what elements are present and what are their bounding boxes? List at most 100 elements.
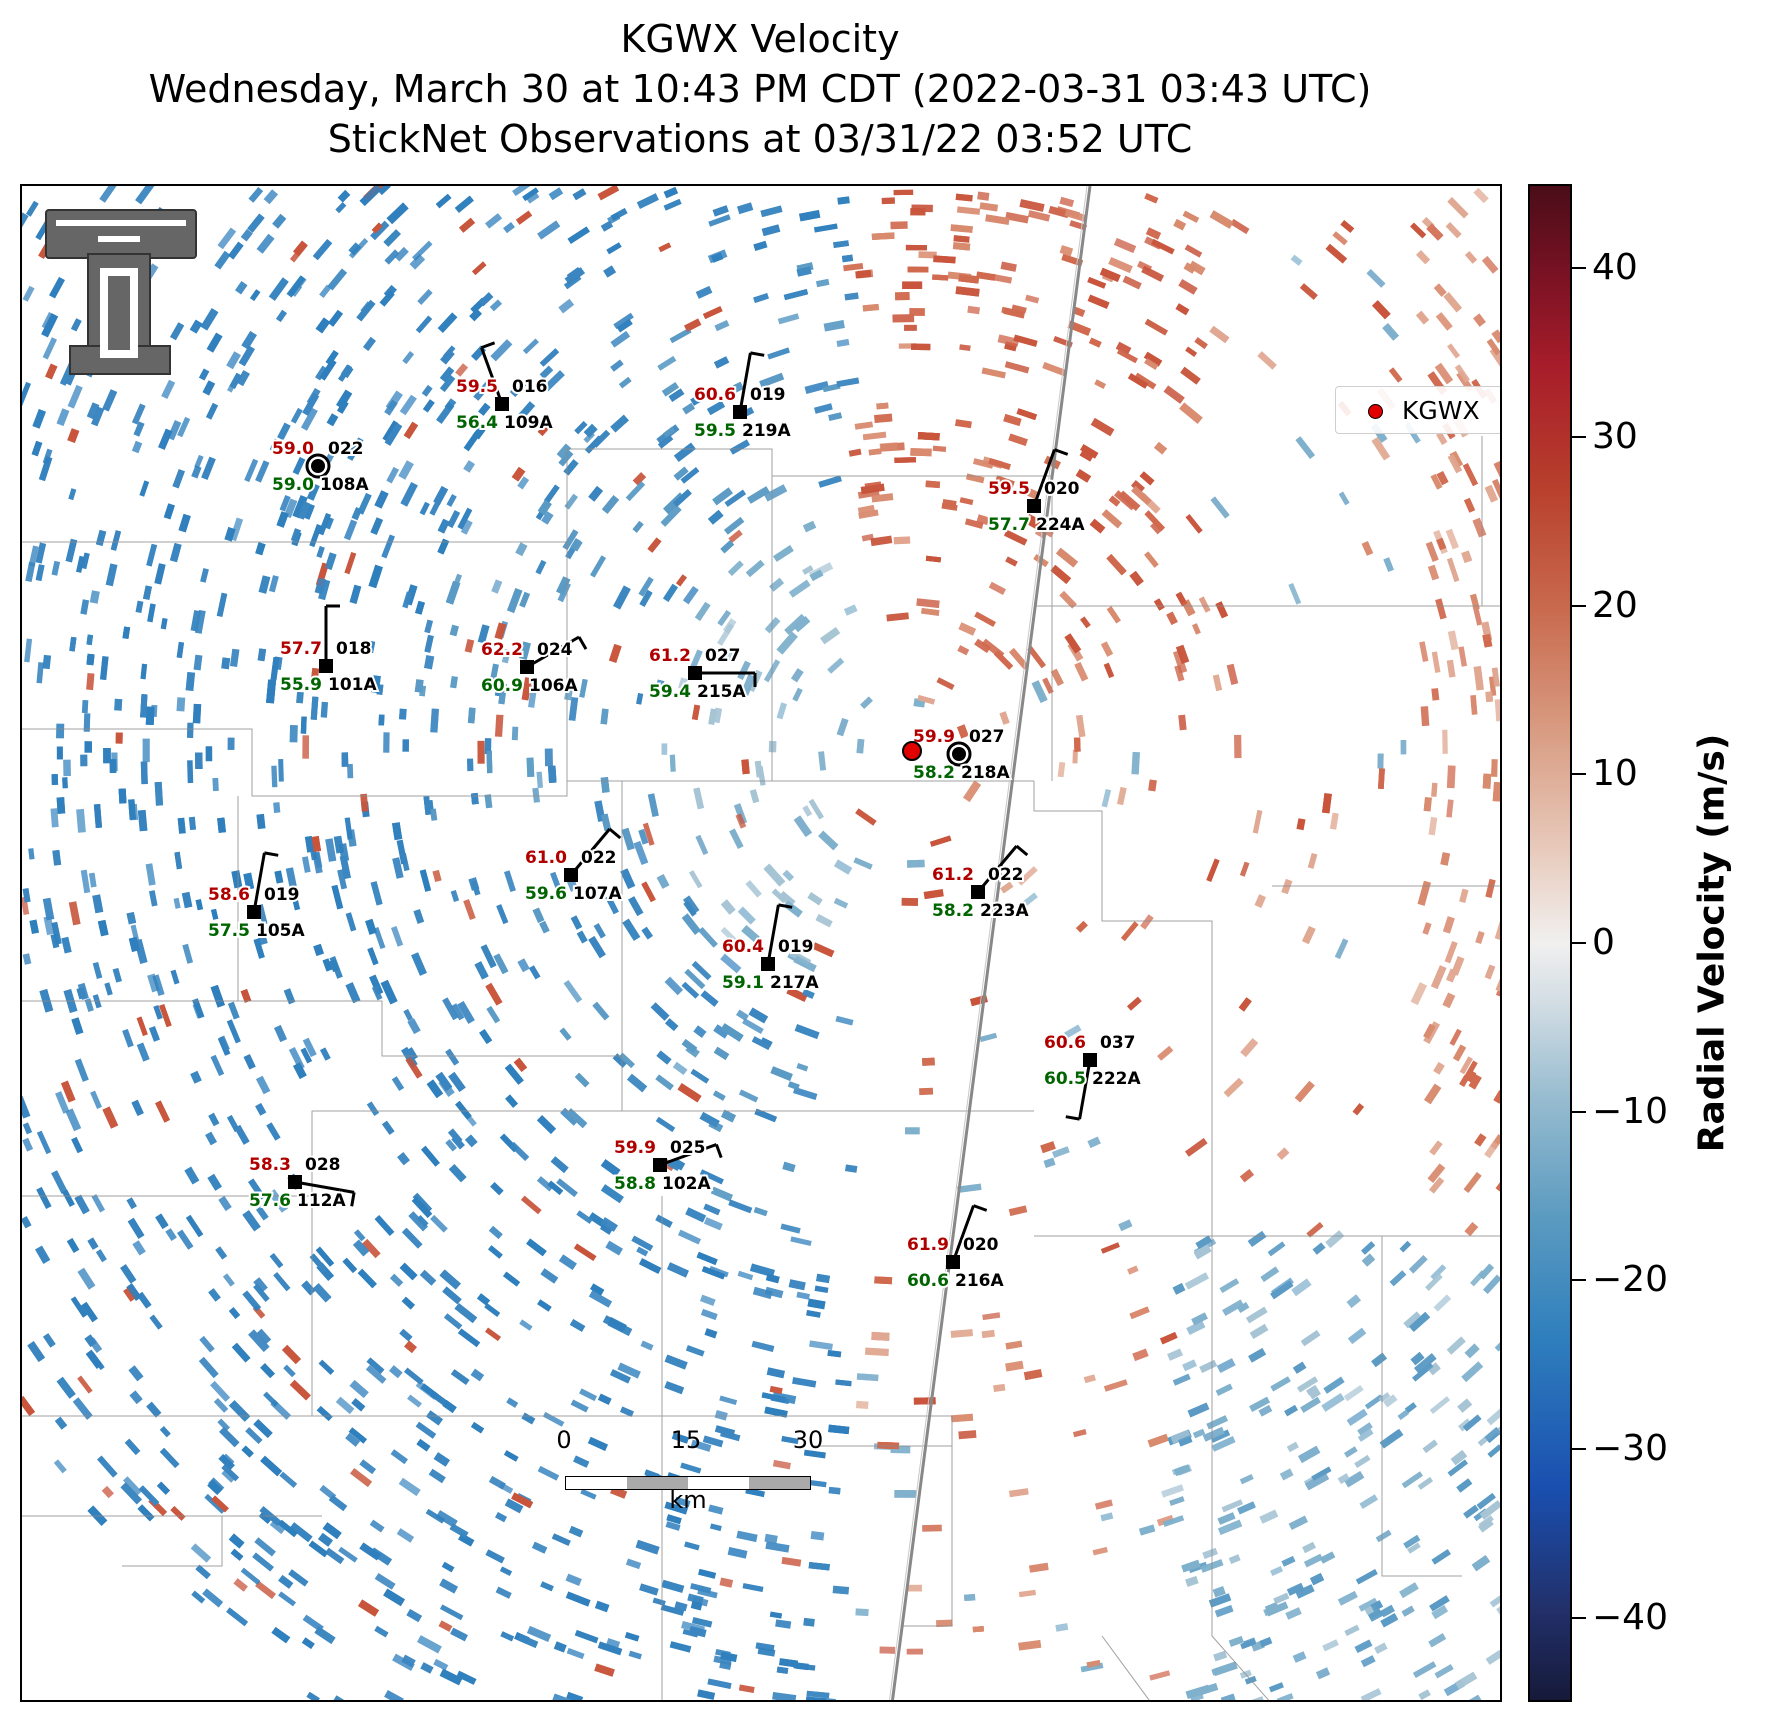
wind-direction-label: 020 [1044, 479, 1080, 499]
station-112A[interactable]: 58.3 028 57.6 112A [247, 1153, 356, 1213]
dewpoint-label: 59.1 [722, 973, 764, 993]
temperature-label: 59.9 [913, 727, 955, 747]
station-223A[interactable]: 61.2 022 58.2 223A [930, 844, 1031, 923]
station-215A[interactable]: 61.2 027 59.4 215A [647, 644, 757, 704]
wind-direction-label: 018 [336, 639, 372, 659]
temperature-label: 59.5 [988, 479, 1030, 499]
wind-barb [976, 845, 1018, 893]
wind-barb [569, 828, 611, 876]
station-216A[interactable]: 61.9 020 60.6 216A [905, 1204, 1006, 1293]
wind-barb [659, 1143, 717, 1167]
station-id-label: 218A [961, 763, 1010, 783]
station-217A[interactable]: 60.4 019 59.1 217A [720, 903, 821, 995]
velocity-field [22, 186, 1500, 1700]
station-id-label: 215A [697, 682, 746, 702]
colorbar [1528, 184, 1572, 1702]
title-line-1: KGWX Velocity [620, 17, 900, 61]
station-id-label: 112A [297, 1191, 346, 1211]
dewpoint-label: 58.2 [932, 901, 974, 921]
scale-bar [562, 1458, 862, 1522]
station-id-label: 105A [256, 921, 305, 941]
wind-barb [294, 1180, 355, 1194]
temperature-label: 59.0 [272, 439, 314, 459]
title-line-2: Wednesday, March 30 at 10:43 PM CDT (202… [148, 67, 1372, 111]
station-id-label: 217A [770, 973, 819, 993]
colorbar-tick-mark [1572, 773, 1586, 776]
station-224A[interactable]: 59.5 020 57.7 224A [986, 448, 1087, 537]
colorbar-tick-mark [1572, 1279, 1586, 1282]
colorbar-tick-mark [1572, 1448, 1586, 1450]
dewpoint-label: 60.9 [481, 676, 523, 696]
colorbar-tick-label: −30 [1592, 1428, 1668, 1469]
colorbar-label: Radial Velocity (m/s) [1691, 733, 1733, 1153]
wind-barb [738, 352, 752, 413]
station-105A[interactable]: 58.6 019 57.5 105A [206, 851, 307, 943]
legend-marker-icon [1368, 404, 1383, 419]
colorbar-tick-label: −20 [1592, 1259, 1668, 1301]
wind-direction-label: 019 [750, 385, 786, 405]
wind-direction-label: 024 [537, 640, 573, 660]
temperature-label: 61.9 [907, 1235, 949, 1255]
colorbar-tick-label: −40 [1592, 1596, 1668, 1638]
radar-map[interactable]: 59.0 022 59.0 108A 59.5 016 56.4 109A 60.6 019 59.… [20, 184, 1502, 1702]
wind-barb [766, 904, 780, 965]
dewpoint-label: 60.5 [1044, 1069, 1086, 1089]
colorbar-tick-label: 40 [1592, 247, 1638, 289]
texas-tech-logo-icon [42, 206, 202, 390]
station-id-label: 222A [1092, 1069, 1141, 1089]
temperature-label: 60.4 [722, 937, 764, 957]
colorbar-tick-label: 30 [1592, 416, 1638, 457]
sticknet-stations: 59.0 022 59.0 108A 59.5 016 56.4 109A 60.6 019 59.… [206, 341, 1143, 1293]
wind-direction-label: 027 [705, 646, 741, 666]
colorbar-tick-mark [1572, 267, 1586, 270]
temperature-label: 61.2 [649, 646, 691, 666]
wind-barb [480, 347, 504, 405]
colorbar-tick-label: 0 [1592, 922, 1615, 963]
colorbar-tick-mark [1572, 1110, 1586, 1113]
station-108A[interactable]: 59.0 022 59.0 108A [270, 437, 371, 497]
colorbar-tick-mark [1572, 1616, 1586, 1619]
wind-barb [951, 1205, 975, 1263]
temperature-label: 62.2 [481, 640, 523, 660]
title-line-3: StickNet Observations at 03/31/22 03:52 … [327, 117, 1193, 161]
dewpoint-label: 57.6 [249, 1191, 291, 1211]
station-102A[interactable]: 59.9 025 58.8 102A [612, 1136, 723, 1196]
station-218A[interactable]: 59.9 027 58.2 218A [911, 725, 1012, 785]
scale-tick-0: 0 [556, 1426, 572, 1454]
temperature-label: 57.7 [280, 639, 322, 659]
temperature-label: 59.5 [456, 377, 498, 397]
dewpoint-label: 59.0 [272, 475, 314, 495]
station-109A[interactable]: 59.5 016 56.4 109A [454, 341, 555, 435]
colorbar-tick-mark [1572, 604, 1586, 607]
station-id-label: 101A [328, 675, 377, 695]
station-219A[interactable]: 60.6 019 59.5 219A [692, 351, 793, 443]
wind-direction-label: 037 [1100, 1033, 1136, 1053]
wind-direction-label: 022 [988, 865, 1024, 885]
scale-tick-15: 15 [670, 1426, 702, 1454]
station-101A[interactable]: 57.7 018 55.9 101A [278, 604, 379, 697]
station-id-label: 109A [504, 413, 553, 433]
station-id-label: 219A [742, 421, 791, 441]
station-106A[interactable]: 62.2 024 60.9 106A [479, 635, 588, 698]
station-id-label: 224A [1036, 515, 1085, 535]
station-id-label: 106A [529, 676, 578, 696]
legend-label: KGWX [1402, 396, 1480, 425]
wind-barb [1032, 449, 1056, 507]
dewpoint-label: 60.6 [907, 1271, 949, 1291]
colorbar-tick-label: 20 [1592, 584, 1638, 626]
state-border [891, 186, 1092, 1700]
kgwx-radar-site[interactable] [902, 741, 922, 761]
temperature-label: 60.6 [694, 385, 736, 405]
wind-barb [252, 852, 266, 913]
temperature-label: 58.3 [249, 1155, 291, 1175]
dewpoint-label: 55.9 [280, 675, 322, 695]
station-id-label: 108A [320, 475, 369, 495]
station-222A[interactable]: 60.6 037 60.5 222A [1042, 1031, 1143, 1121]
county-boundaries [22, 436, 1500, 1700]
temperature-label: 59.9 [614, 1138, 656, 1158]
dewpoint-label: 59.5 [694, 421, 736, 441]
station-107A[interactable]: 61.0 022 59.6 107A [523, 827, 624, 906]
wind-direction-label: 019 [264, 885, 300, 905]
temperature-label: 58.6 [208, 885, 250, 905]
wind-direction-label: 027 [969, 727, 1005, 747]
